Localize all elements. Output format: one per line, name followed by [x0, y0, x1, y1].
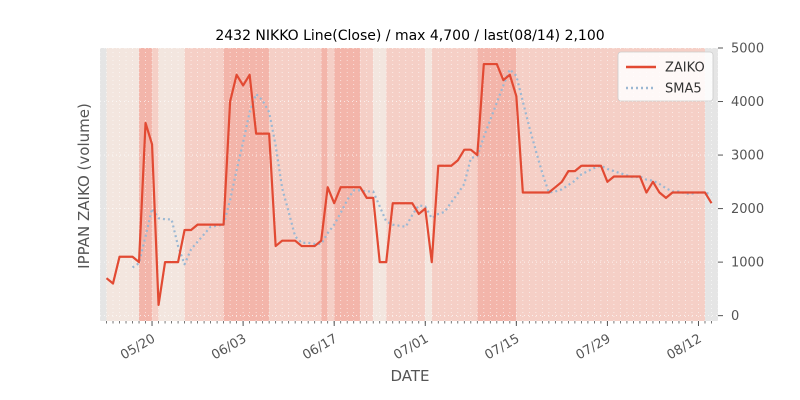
y-axis-label: IPPAN ZAIKO (volume) [75, 103, 93, 269]
y-tick-label: 5000 [731, 42, 764, 57]
y-axis: 0 1000 2000 3000 4000 5000 [718, 42, 764, 324]
x-tick-label: 05/20 [118, 331, 158, 363]
chart-title: 2432 NIKKO Line(Close) / max 4,700 / las… [215, 28, 604, 44]
background-band [431, 48, 478, 321]
grid-lines [99, 47, 719, 321]
series-lines [105, 62, 713, 307]
legend-label-zaiko: ZAIKO [665, 61, 705, 76]
y-tick-label: 1000 [731, 256, 764, 271]
legend: ZAIKO SMA5 [617, 51, 714, 102]
x-tick-label: 07/15 [482, 331, 522, 363]
x-axis: 05/20 06/03 06/17 07/01 07/15 07/29 08/12 [106, 321, 712, 363]
x-axis-label: DATE [390, 367, 429, 385]
background-band [100, 48, 107, 321]
x-tick-label: 07/01 [391, 331, 431, 363]
x-tick-label: 06/03 [209, 331, 249, 363]
background-band [321, 48, 328, 321]
y-tick-label: 4000 [731, 95, 764, 110]
y-tick-label: 0 [731, 309, 739, 324]
legend-label-sma5: SMA5 [665, 82, 702, 97]
background-band [425, 48, 432, 321]
y-tick-label: 2000 [731, 202, 764, 217]
x-tick-label: 08/12 [665, 331, 705, 363]
background-band [327, 48, 335, 321]
x-tick-label: 06/17 [300, 331, 340, 363]
series-line-zaiko [105, 62, 713, 307]
x-tick-label: 07/29 [573, 331, 613, 363]
series-line-sma5 [131, 68, 712, 269]
y-tick-label: 3000 [731, 149, 764, 164]
background-band [106, 48, 140, 321]
background-band [152, 48, 159, 321]
